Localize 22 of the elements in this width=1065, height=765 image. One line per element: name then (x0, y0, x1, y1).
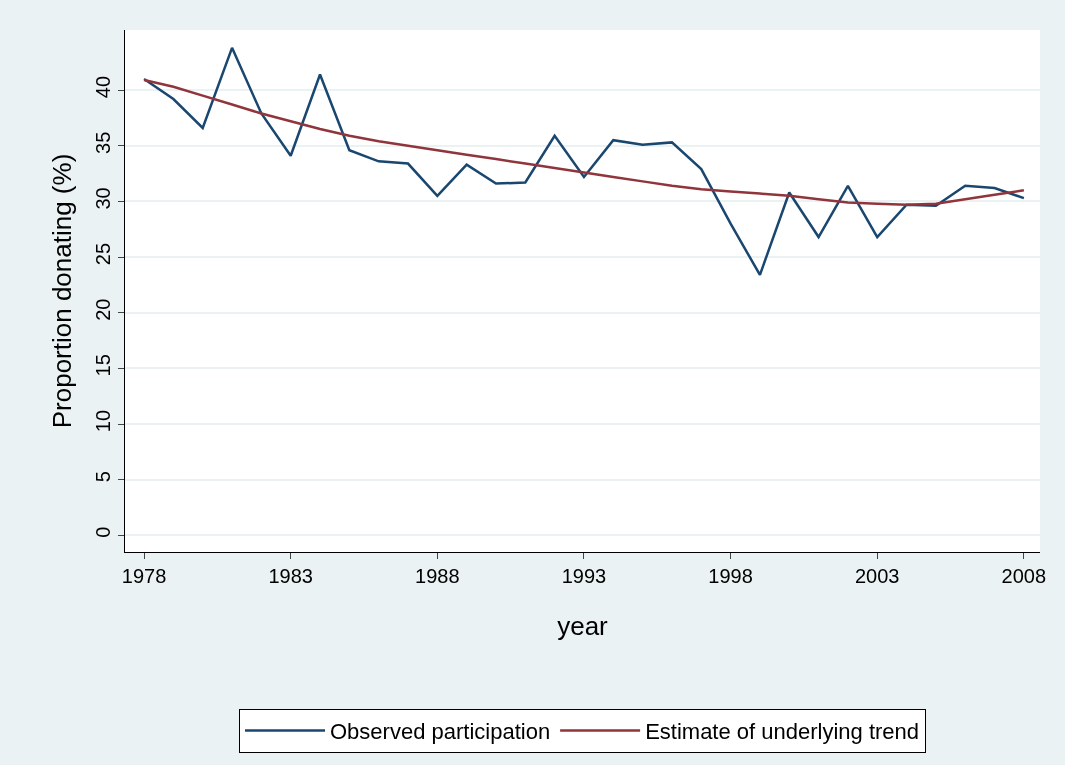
x-tick-label: 1978 (121, 565, 167, 587)
line-series (142, 78, 1026, 206)
line-series (142, 46, 1026, 277)
x-tick-label: 2003 (854, 565, 900, 587)
x-tick-label: 2008 (1001, 565, 1047, 587)
y-tick-label: 15 (92, 354, 114, 377)
y-tick-label: 35 (92, 131, 114, 154)
x-axis-title: year (557, 610, 609, 641)
y-tick-label: 40 (92, 75, 114, 99)
y-tick-label: 20 (92, 298, 114, 321)
y-tick-label: 5 (92, 471, 114, 483)
legend-label: Observed participation (330, 718, 551, 744)
y-tick-label: 0 (92, 526, 114, 538)
y-tick-label: 30 (92, 187, 114, 210)
legend-label: Estimate of underlying trend (645, 718, 920, 744)
y-tick-label: 25 (92, 242, 114, 266)
x-tick-label: 1998 (708, 565, 753, 587)
x-tick-label: 1983 (268, 565, 313, 587)
x-tick-label: 1988 (415, 565, 460, 587)
y-axis-title: Proportion donating (%) (47, 153, 78, 429)
y-tick-label: 10 (92, 409, 114, 433)
x-tick-label: 1993 (561, 565, 607, 587)
